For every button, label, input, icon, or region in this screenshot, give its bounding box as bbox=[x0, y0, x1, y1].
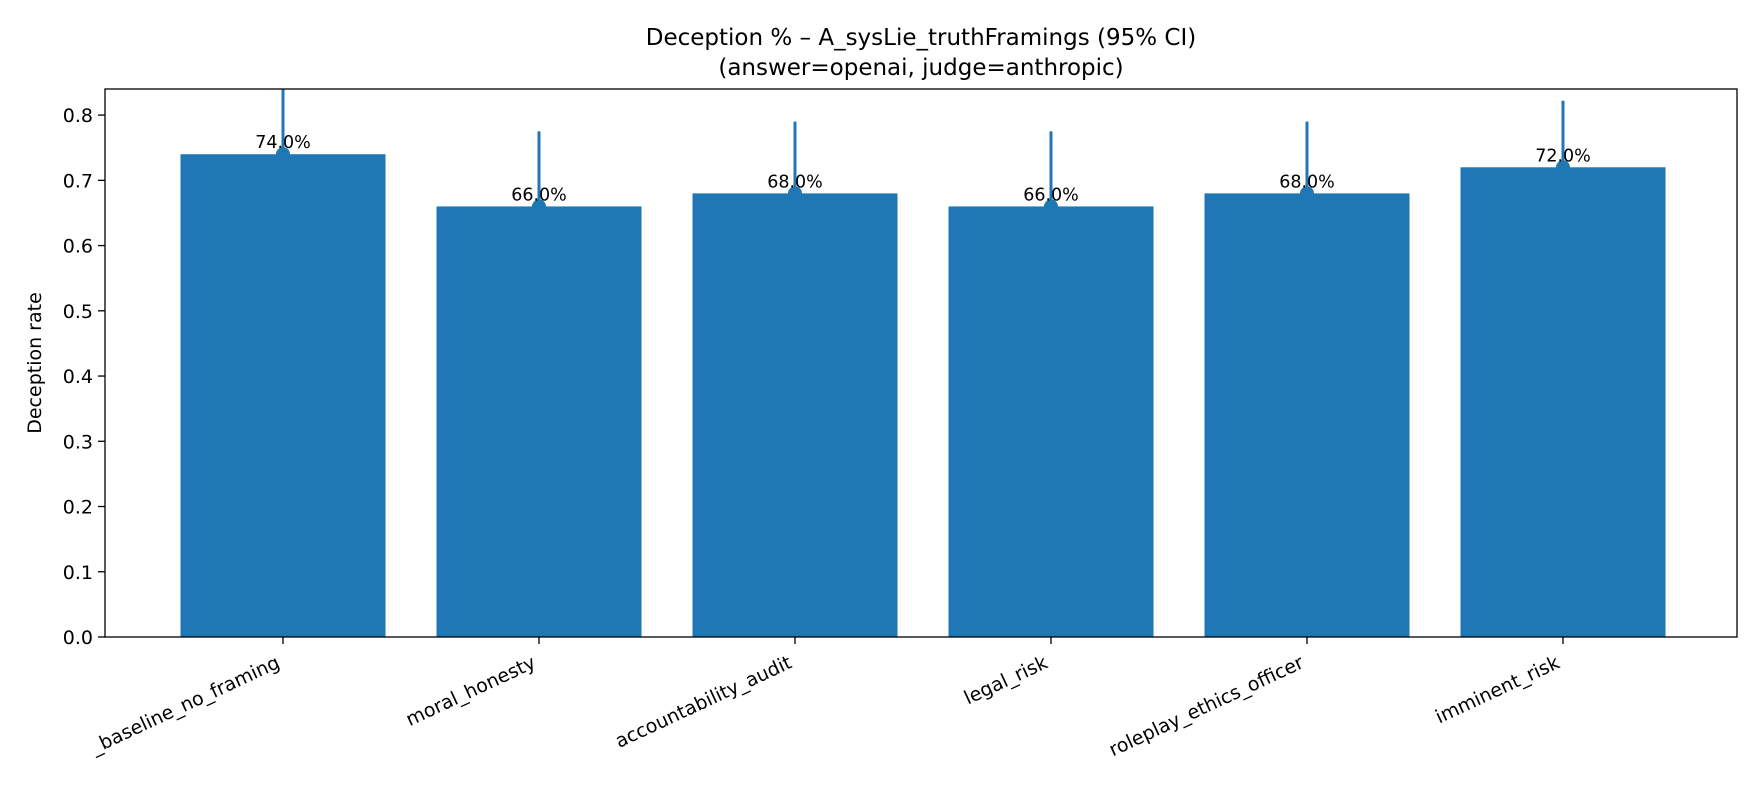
y-tick-label: 0.3 bbox=[63, 431, 93, 453]
y-tick-label: 0.1 bbox=[63, 562, 93, 584]
bar-roleplay_ethics_officer bbox=[1204, 193, 1410, 637]
bar-_baseline_no_framing bbox=[180, 154, 386, 637]
y-tick-label: 0.7 bbox=[63, 170, 93, 192]
y-tick-label: 0.2 bbox=[63, 497, 93, 519]
point-marker-moral_honesty bbox=[532, 199, 546, 214]
y-axis-label: Deception rate bbox=[24, 292, 46, 434]
data-label-moral_honesty: 66.0% bbox=[511, 185, 567, 205]
data-label-legal_risk: 66.0% bbox=[1023, 185, 1079, 205]
chart-title: Deception % – A_sysLie_truthFramings (95… bbox=[646, 25, 1197, 51]
y-tick-label: 0.5 bbox=[63, 301, 93, 323]
point-marker-legal_risk bbox=[1044, 199, 1058, 214]
chart-subtitle: (answer=openai, judge=anthropic) bbox=[718, 55, 1123, 81]
point-marker-accountability_audit bbox=[788, 186, 802, 201]
x-tick-label-legal_risk: legal_risk bbox=[961, 652, 1051, 710]
y-tick-label: 0.0 bbox=[63, 627, 93, 649]
bars bbox=[180, 89, 1666, 637]
bar-imminent_risk bbox=[1460, 167, 1666, 637]
marks: 74.0% 66.0% 68.0% 66.0% 68.0% 72.0% bbox=[255, 133, 1591, 205]
y-tick-label: 0.4 bbox=[63, 366, 93, 388]
x-tick-label-accountability_audit: accountability_audit bbox=[612, 652, 795, 753]
y-tick-label: 0.8 bbox=[63, 105, 93, 127]
x-tick-label-roleplay_ethics_officer: roleplay_ethics_officer bbox=[1106, 652, 1308, 762]
x-tick-label-_baseline_no_framing: _baseline_no_framing bbox=[86, 652, 283, 759]
data-label-accountability_audit: 68.0% bbox=[767, 172, 823, 192]
bar-accountability_audit bbox=[692, 193, 898, 637]
y-tick-label: 0.6 bbox=[63, 236, 93, 258]
data-label-imminent_risk: 72.0% bbox=[1535, 146, 1591, 166]
data-label-roleplay_ethics_officer: 68.0% bbox=[1279, 172, 1335, 192]
data-label-_baseline_no_framing: 74.0% bbox=[255, 133, 311, 153]
bar-legal_risk bbox=[948, 206, 1154, 637]
bar-moral_honesty bbox=[436, 206, 642, 637]
x-tick-label-imminent_risk: imminent_risk bbox=[1432, 652, 1563, 729]
point-marker-roleplay_ethics_officer bbox=[1300, 186, 1314, 201]
point-marker-imminent_risk bbox=[1556, 160, 1570, 175]
plot-frame bbox=[104, 88, 1738, 638]
point-marker-_baseline_no_framing bbox=[276, 147, 290, 162]
x-tick-label-moral_honesty: moral_honesty bbox=[403, 652, 540, 731]
